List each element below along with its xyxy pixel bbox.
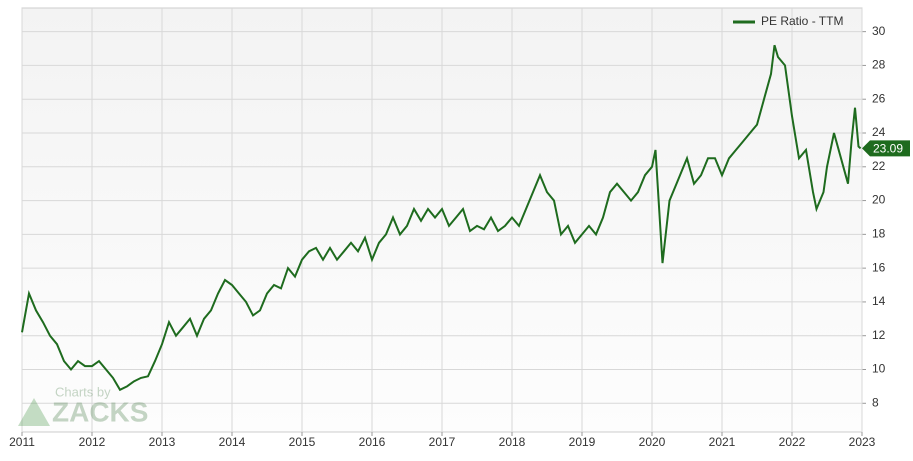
x-tick-label: 2021 xyxy=(709,435,736,449)
x-tick-label: 2017 xyxy=(429,435,456,449)
y-tick-label: 28 xyxy=(872,58,886,72)
x-tick-label: 2018 xyxy=(499,435,526,449)
y-tick-label: 12 xyxy=(872,328,886,342)
y-tick-label: 24 xyxy=(872,125,886,139)
legend-label: PE Ratio - TTM xyxy=(761,14,843,28)
last-value-label: 23.09 xyxy=(873,142,903,156)
y-tick-label: 22 xyxy=(872,159,886,173)
y-tick-label: 14 xyxy=(872,294,886,308)
watermark-logo xyxy=(18,398,50,426)
x-tick-label: 2011 xyxy=(9,435,35,449)
y-tick-label: 20 xyxy=(872,193,886,207)
last-value-badge xyxy=(862,140,910,157)
x-tick-label: 2012 xyxy=(79,435,106,449)
y-tick-label: 18 xyxy=(872,227,886,241)
y-tick-label: 26 xyxy=(872,91,886,105)
x-tick-label: 2016 xyxy=(359,435,386,449)
watermark-line2: ZACKS xyxy=(52,396,148,427)
x-tick-label: 2015 xyxy=(289,435,316,449)
x-tick-label: 2019 xyxy=(569,435,596,449)
line xyxy=(21,44,862,392)
y-tick-label: 8 xyxy=(872,395,879,409)
y-tick-label: 30 xyxy=(872,24,886,38)
x-tick-label: 2022 xyxy=(779,435,806,449)
watermark-line1: Charts by xyxy=(55,384,111,399)
y-tick-label: 16 xyxy=(872,260,886,274)
watermark: Charts by ZACKS xyxy=(18,384,148,427)
x-tick-label: 2014 xyxy=(219,435,246,449)
y-tick-label: 10 xyxy=(872,362,886,376)
x-tick-label: 2013 xyxy=(149,435,176,449)
x-tick-label: 2020 xyxy=(639,435,666,449)
x-tick-label: 2023 xyxy=(849,435,876,449)
